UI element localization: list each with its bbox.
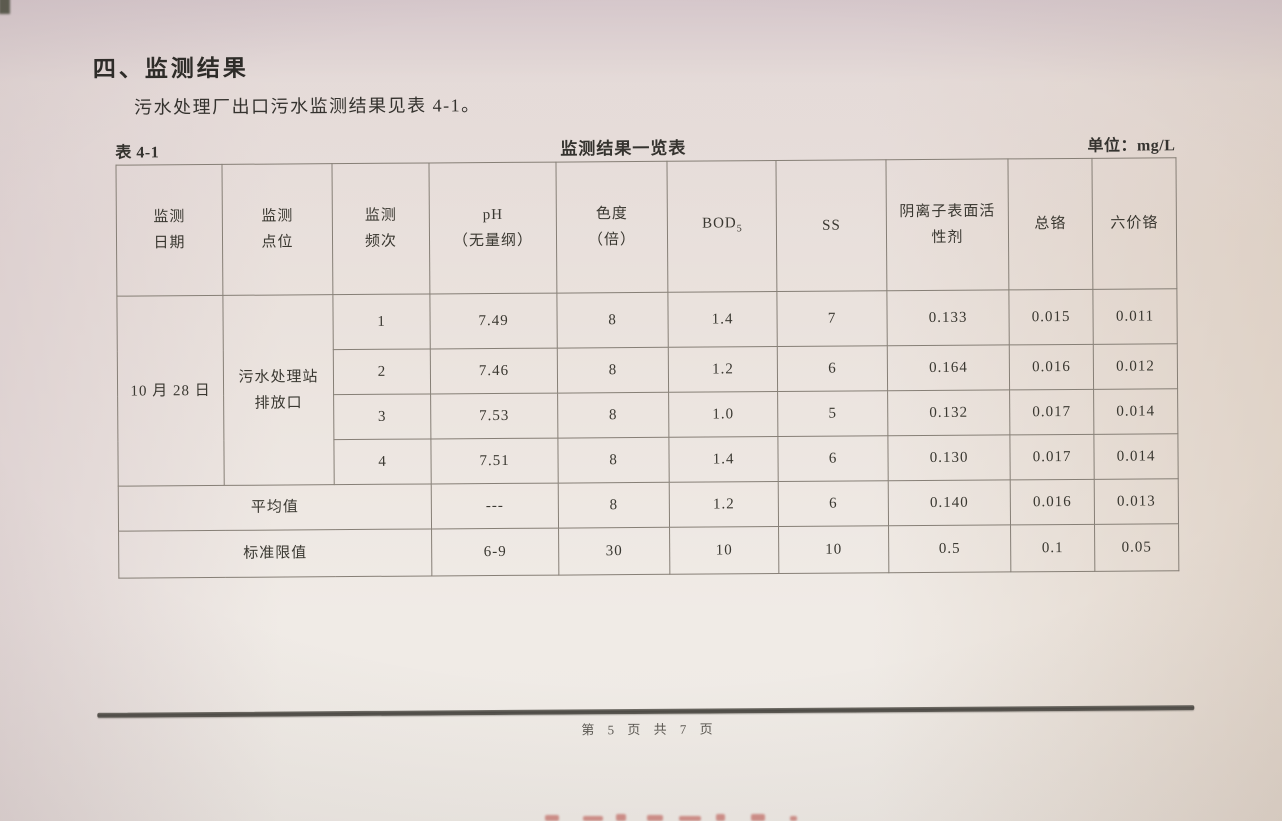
cell-limit-ph: 6-9	[431, 528, 559, 576]
col-header-chroma-l2: （倍）	[587, 232, 637, 249]
cell-cr-3: 0.017	[1009, 389, 1094, 435]
col-header-bod5: BOD5	[666, 160, 777, 293]
cell-limit-chroma: 30	[558, 527, 670, 576]
cell-las-2: 0.164	[887, 344, 1010, 391]
cell-monitor-point-l2: 排放口	[254, 394, 303, 412]
cell-limit-bod5: 10	[669, 526, 779, 575]
col-header-ss: SS	[775, 159, 887, 292]
cell-ss-4: 6	[777, 435, 889, 482]
cell-ss-2: 6	[777, 345, 888, 392]
stamp-remnant	[545, 815, 559, 821]
cell-bod5-4: 1.4	[668, 436, 779, 483]
cell-las-4: 0.130	[887, 434, 1011, 481]
cell-freq-4: 4	[333, 438, 432, 485]
stamp-remnant	[790, 816, 797, 821]
cell-average-chroma: 8	[558, 482, 670, 529]
cell-average-bod5: 1.2	[669, 481, 779, 528]
cell-limit-label: 标准限值	[118, 528, 432, 579]
stamp-remnant	[616, 814, 626, 821]
cell-chroma-4: 8	[557, 437, 670, 484]
stamp-remnant	[751, 814, 765, 821]
cell-chroma-3: 8	[557, 392, 669, 439]
cell-limit-ss: 10	[778, 525, 889, 574]
col-header-date-l2: 日期	[153, 235, 186, 252]
cell-bod5-3: 1.0	[668, 391, 778, 438]
photo-corner-artifact	[0, 0, 10, 14]
cell-ph-1: 7.49	[429, 293, 558, 349]
stamp-remnant	[647, 815, 663, 821]
stamp-remnant	[716, 814, 725, 821]
col-header-date-l1: 监测	[153, 209, 186, 226]
cell-limit-cr: 0.1	[1010, 524, 1095, 572]
cell-freq-2: 2	[333, 348, 431, 395]
cell-limit-las: 0.5	[888, 524, 1011, 573]
cell-average-las: 0.140	[888, 479, 1011, 526]
cell-freq-1: 1	[332, 293, 431, 350]
cell-cr6-2: 0.012	[1093, 343, 1178, 390]
cell-ss-1: 7	[776, 290, 888, 347]
col-header-chroma: 色度 （倍）	[555, 161, 668, 294]
cell-average-label: 平均值	[118, 483, 432, 532]
monitoring-results-table: 监测 日期 监测 点位 监测 频次 pH （无量纲） 色度 （倍）	[115, 157, 1180, 579]
col-header-point: 监测 点位	[221, 163, 333, 296]
stamp-remnant	[679, 816, 701, 821]
cell-ph-4: 7.51	[430, 438, 559, 484]
table-label: 表 4-1	[115, 144, 160, 162]
col-header-anionic-surfactant-l2: 性剂	[931, 229, 964, 246]
col-header-frequency: 监测 频次	[331, 162, 430, 295]
cell-bod5-1: 1.4	[667, 291, 778, 348]
section-title: 四、监测结果	[92, 55, 249, 82]
cell-chroma-2: 8	[557, 347, 669, 394]
col-header-chroma-l1: 色度	[595, 206, 628, 223]
cell-ph-2: 7.46	[430, 348, 558, 394]
page-number: 第 5 页 共 7 页	[581, 721, 718, 738]
cell-cr6-1: 0.011	[1092, 288, 1178, 345]
col-header-anionic-surfactant-l1: 阴离子表面活	[899, 203, 996, 221]
cell-average-ph: ---	[431, 483, 559, 529]
table-title: 监测结果一览表	[560, 138, 687, 159]
cell-average-cr6: 0.013	[1094, 478, 1179, 525]
cell-cr6-4: 0.014	[1093, 433, 1179, 480]
col-header-frequency-l2: 频次	[364, 233, 398, 250]
col-header-frequency-l1: 监测	[364, 207, 397, 224]
col-header-bod5-sub: 5	[736, 223, 742, 235]
table-row: 10 月 28 日 污水处理站 排放口 1 7.49 8 1.4 7 0.133…	[116, 288, 1178, 487]
col-header-bod5-main: BOD	[702, 215, 737, 232]
cell-monitor-date: 10 月 28 日	[116, 295, 225, 487]
cell-chroma-1: 8	[556, 292, 669, 349]
cell-monitor-point: 污水处理站 排放口	[222, 294, 335, 486]
cell-bod5-2: 1.2	[668, 346, 778, 393]
col-header-ph-l1: pH	[482, 206, 504, 224]
cell-ss-3: 5	[777, 390, 888, 437]
col-header-ph-l2: （无量纲）	[452, 232, 534, 250]
intro-text: 污水处理厂出口污水监测结果见表 4-1。	[134, 95, 481, 118]
col-header-anionic-surfactant: 阴离子表面活 性剂	[885, 158, 1009, 291]
cell-average-ss: 6	[778, 480, 889, 527]
table-unit: 单位：mg/L	[1087, 137, 1176, 155]
cell-cr-4: 0.017	[1009, 434, 1095, 480]
cell-freq-3: 3	[333, 393, 431, 440]
col-header-total-chromium: 总铬	[1007, 158, 1093, 290]
cell-las-3: 0.132	[887, 389, 1010, 436]
col-header-ph: pH （无量纲）	[428, 162, 557, 294]
cell-monitor-point-l1: 污水处理站	[238, 368, 319, 386]
standard-limit-row: 标准限值 6-9 30 10 10 0.5 0.1 0.05	[118, 523, 1179, 579]
cell-cr6-3: 0.014	[1093, 388, 1178, 435]
cell-cr-1: 0.015	[1008, 289, 1094, 345]
col-header-point-l2: 点位	[261, 234, 294, 251]
col-header-hexavalent-chromium: 六价铬	[1091, 157, 1177, 290]
cell-average-cr: 0.016	[1010, 479, 1095, 525]
average-row: 平均值 --- 8 1.2 6 0.140 0.016 0.013	[118, 478, 1179, 532]
col-header-date: 监测 日期	[115, 164, 223, 297]
stamp-remnant	[583, 816, 603, 821]
cell-limit-cr6: 0.05	[1094, 523, 1179, 572]
table-header-row: 监测 日期 监测 点位 监测 频次 pH （无量纲） 色度 （倍）	[115, 157, 1177, 297]
cell-ph-3: 7.53	[430, 393, 558, 439]
col-header-point-l1: 监测	[261, 208, 294, 225]
cell-cr-2: 0.016	[1009, 344, 1094, 390]
cell-las-1: 0.133	[886, 289, 1010, 346]
